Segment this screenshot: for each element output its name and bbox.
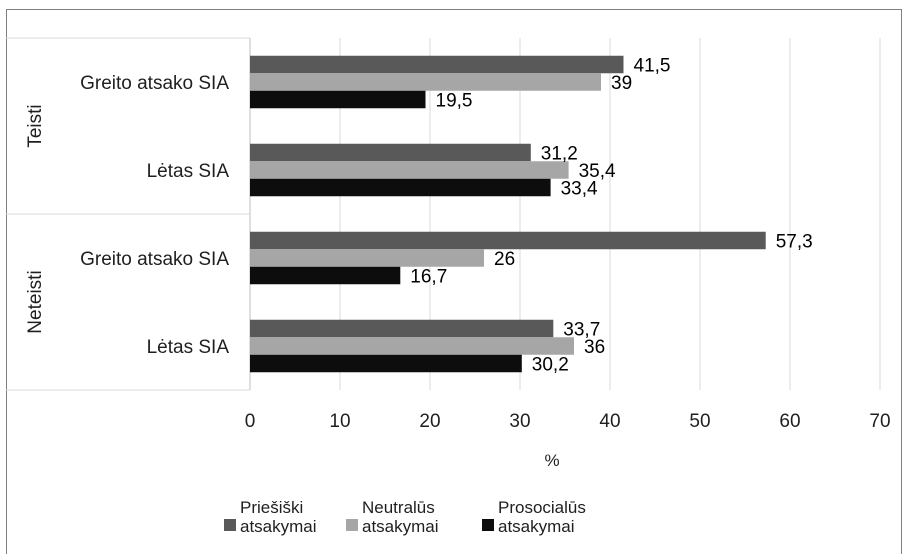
bar	[250, 231, 766, 250]
bar	[250, 143, 531, 162]
x-tick-label: 60	[779, 411, 800, 432]
bar	[250, 178, 551, 197]
legend-item: Prosocialūs atsakymai	[482, 498, 598, 536]
legend-label-line: atsakymai	[498, 517, 575, 536]
x-tick-label: 30	[509, 411, 530, 432]
bar	[250, 90, 426, 109]
data-label: 36	[584, 337, 605, 358]
x-tick-label: 20	[419, 411, 440, 432]
chart-frame	[6, 9, 902, 554]
x-tick-label: 0	[245, 411, 256, 432]
legend-label: Priešiški atsakymai	[240, 498, 340, 536]
legend-label: Neutralūs atsakymai	[362, 498, 462, 536]
category-label: Greito atsako SIA	[80, 249, 229, 270]
category-axis: Teisti Greito atsako SIA Lėtas SIA Neteisti…	[6, 37, 251, 391]
bar	[250, 161, 569, 179]
bar	[250, 319, 554, 338]
legend-label-line: Priešiški	[240, 498, 304, 517]
data-label: 33,4	[561, 179, 598, 200]
legend-label-line: atsakymai	[362, 517, 439, 536]
data-label: 19,5	[436, 91, 473, 112]
x-tick-label: 40	[599, 411, 620, 432]
legend: Priešiški atsakymai Neutralūs atsakymai Pros…	[224, 498, 904, 545]
bar	[250, 354, 522, 373]
category-label: Greito atsako SIA	[80, 73, 229, 94]
data-label: 35,4	[579, 161, 616, 182]
bar	[250, 249, 484, 267]
data-label: 57,3	[776, 232, 813, 253]
bar	[250, 55, 624, 74]
group-label: Teisti	[25, 104, 46, 147]
legend-label: Prosocialūs atsakymai	[498, 498, 598, 536]
bars	[250, 55, 766, 373]
bar	[250, 266, 401, 285]
data-label: 41,5	[634, 56, 671, 77]
data-label: 26	[494, 249, 515, 270]
category-label: Lėtas SIA	[147, 161, 230, 182]
data-label: 30,2	[532, 355, 569, 376]
x-tick-label: 70	[869, 411, 890, 432]
legend-label-line: Neutralūs	[362, 498, 435, 517]
category-label: Lėtas SIA	[147, 337, 230, 358]
data-label: 31,2	[541, 144, 578, 165]
x-axis-title: %	[544, 451, 559, 470]
data-label: 16,7	[410, 267, 447, 288]
legend-label-line: atsakymai	[240, 517, 317, 536]
legend-label-line: Prosocialūs	[498, 498, 586, 517]
data-labels: 41,539 19,5 31,235,433,4 57,3 26 16,7 33,736 30…	[410, 56, 812, 376]
legend-item: Priešiški atsakymai	[224, 498, 340, 536]
group-label: Neteisti	[25, 270, 46, 333]
bar	[250, 337, 574, 355]
x-tick-label: 10	[329, 411, 350, 432]
data-label: 39	[611, 73, 632, 94]
legend-swatch	[482, 519, 494, 531]
legend-item: Neutralūs atsakymai	[346, 498, 462, 536]
bar	[250, 73, 601, 91]
data-label: 33,7	[563, 320, 600, 341]
legend-swatch	[346, 519, 358, 531]
legend-swatch	[224, 519, 236, 531]
x-tick-labels: 0 10 20 30 40 50 60 70	[245, 411, 891, 432]
x-tick-label: 50	[689, 411, 710, 432]
